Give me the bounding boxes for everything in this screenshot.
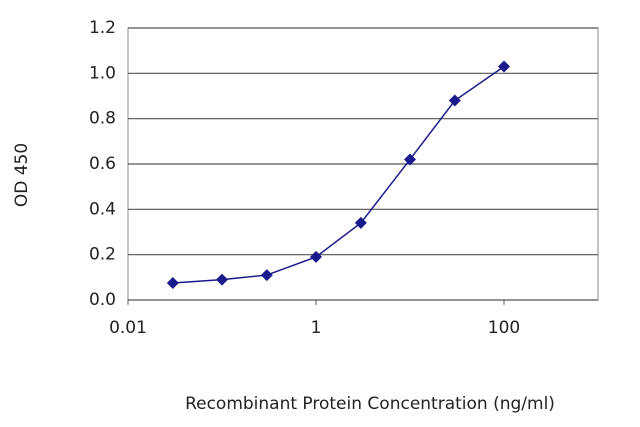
y-tick-label: 0.2 [89,245,116,265]
y-tick-label: 1.2 [89,18,116,38]
x-tick-label: 0.01 [109,318,147,338]
data-point [310,250,322,263]
y-tick-label: 0.4 [89,199,116,219]
x-tick-label: 100 [488,318,520,338]
data-point [260,269,273,282]
y-tick-label: 0.8 [89,109,116,129]
data-point [166,277,179,289]
data-point [498,60,510,73]
y-tick-label: 0.0 [89,290,116,310]
data-point [404,153,416,166]
series-line [172,65,505,284]
data-point [448,94,461,107]
x-tick-label: 1 [311,318,322,338]
data-point [216,273,228,286]
x-axis-label: Recombinant Protein Concentration (ng/ml… [185,394,555,414]
y-tick-label: 1.0 [89,63,116,83]
y-axis-label: OD 450 [12,143,32,207]
data-point [354,216,367,229]
y-tick-label: 0.6 [89,154,116,174]
